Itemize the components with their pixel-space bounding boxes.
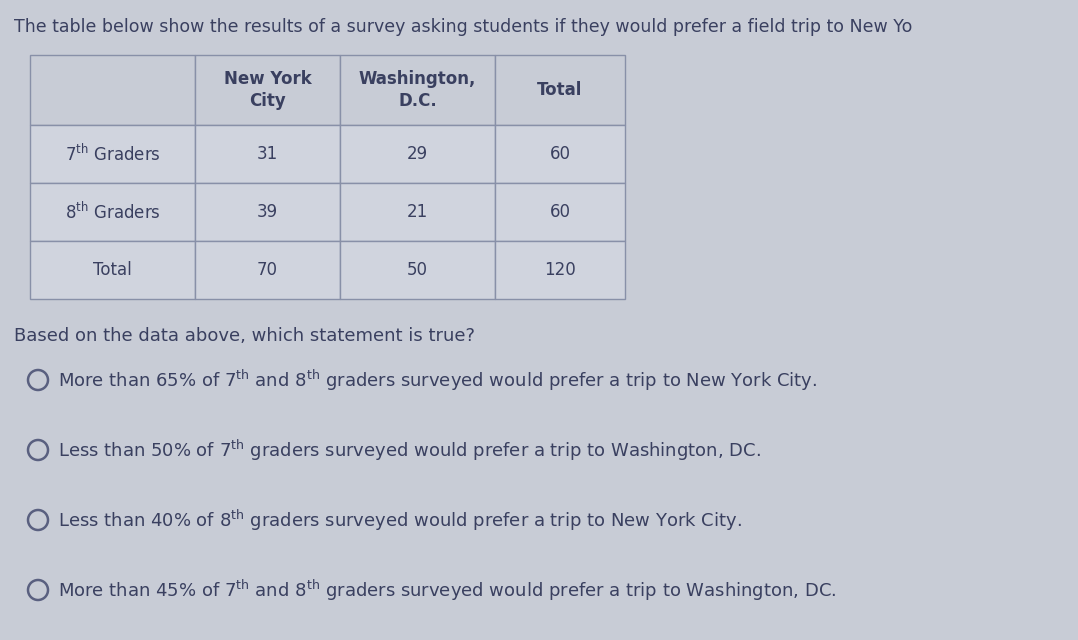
Bar — [30, 55, 195, 125]
Text: Less than 50% of 7$^{\mathrm{th}}$ graders surveyed would prefer a trip to Washi: Less than 50% of 7$^{\mathrm{th}}$ grade… — [58, 437, 761, 463]
Text: 60: 60 — [550, 203, 570, 221]
Text: 120: 120 — [544, 261, 576, 279]
Bar — [340, 241, 495, 299]
Text: 29: 29 — [406, 145, 428, 163]
Bar — [340, 125, 495, 183]
Text: $7^{\mathrm{th}}$ Graders: $7^{\mathrm{th}}$ Graders — [65, 143, 161, 164]
Bar — [30, 125, 195, 183]
Text: 70: 70 — [257, 261, 278, 279]
Bar — [340, 55, 495, 125]
Bar — [495, 183, 625, 241]
Text: $8^{\mathrm{th}}$ Graders: $8^{\mathrm{th}}$ Graders — [65, 202, 161, 223]
Text: 31: 31 — [257, 145, 278, 163]
Bar — [195, 55, 340, 125]
Text: The table below show the results of a survey asking students if they would prefe: The table below show the results of a su… — [14, 18, 912, 36]
Bar — [30, 241, 195, 299]
Text: Total: Total — [537, 81, 583, 99]
Text: More than 45% of 7$^{\mathrm{th}}$ and 8$^{\mathrm{th}}$ graders surveyed would : More than 45% of 7$^{\mathrm{th}}$ and 8… — [58, 577, 837, 603]
Bar — [495, 125, 625, 183]
Text: 50: 50 — [407, 261, 428, 279]
Bar — [495, 55, 625, 125]
Text: 60: 60 — [550, 145, 570, 163]
Text: 39: 39 — [257, 203, 278, 221]
Bar — [195, 241, 340, 299]
Bar — [340, 183, 495, 241]
Text: More than 65% of 7$^{\mathrm{th}}$ and 8$^{\mathrm{th}}$ graders surveyed would : More than 65% of 7$^{\mathrm{th}}$ and 8… — [58, 367, 817, 392]
Text: Washington,
D.C.: Washington, D.C. — [359, 70, 476, 110]
Bar — [195, 125, 340, 183]
Text: Less than 40% of 8$^{\mathrm{th}}$ graders surveyed would prefer a trip to New Y: Less than 40% of 8$^{\mathrm{th}}$ grade… — [58, 508, 742, 532]
Text: Total: Total — [93, 261, 132, 279]
Bar — [30, 183, 195, 241]
Bar — [495, 241, 625, 299]
Text: New York
City: New York City — [223, 70, 312, 110]
Text: Based on the data above, which statement is true?: Based on the data above, which statement… — [14, 327, 475, 345]
Bar — [195, 183, 340, 241]
Text: 21: 21 — [406, 203, 428, 221]
